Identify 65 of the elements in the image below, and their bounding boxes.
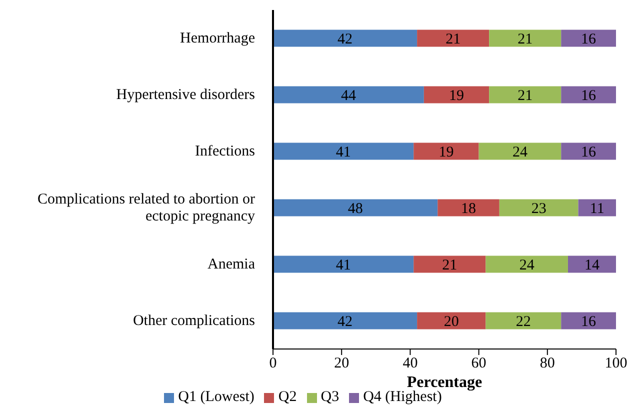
bar xyxy=(561,86,616,104)
y-tick-label: Anemia xyxy=(208,256,256,272)
bar xyxy=(561,312,616,330)
x-axis-title: Percentage xyxy=(406,374,482,391)
x-tick-label: 0 xyxy=(269,356,277,372)
data-label: 22 xyxy=(516,314,531,330)
data-label: 16 xyxy=(581,32,597,48)
bar xyxy=(478,142,562,160)
data-label: 16 xyxy=(581,314,597,330)
bar xyxy=(273,86,424,104)
data-label: 24 xyxy=(512,144,528,161)
bar xyxy=(499,199,578,216)
data-label: 18 xyxy=(461,201,476,218)
bar xyxy=(414,142,479,160)
bar xyxy=(489,86,562,104)
bar xyxy=(273,256,414,273)
data-label: 21 xyxy=(518,32,533,48)
data-label: 21 xyxy=(446,32,461,48)
data-label: 42 xyxy=(338,32,353,48)
data-label: 16 xyxy=(581,88,597,104)
y-tick-label: Hemorrhage xyxy=(180,30,256,46)
y-tick-label: Hypertensive disorders xyxy=(116,86,256,103)
bar xyxy=(273,142,414,160)
legend-label: Q2 xyxy=(278,389,297,405)
legend-label: Q4 (Highest) xyxy=(363,389,442,405)
data-label: 44 xyxy=(340,88,356,104)
y-tick-label: Complications related to abortion or ectopic pregnancy xyxy=(38,191,256,224)
data-label: 16 xyxy=(581,144,597,161)
legend-label: Q1 (Lowest) xyxy=(178,389,254,405)
bar xyxy=(273,199,438,216)
data-label: 41 xyxy=(336,144,351,161)
data-label: 21 xyxy=(518,88,533,104)
bar xyxy=(568,256,616,273)
bar xyxy=(273,312,418,330)
bar xyxy=(486,256,568,273)
bar xyxy=(424,86,490,104)
bar xyxy=(417,312,486,330)
bar xyxy=(486,312,562,330)
data-label: 41 xyxy=(336,258,351,274)
data-label: 11 xyxy=(590,201,604,218)
x-tick-label: 100 xyxy=(604,356,628,372)
bar xyxy=(489,30,562,47)
bar xyxy=(273,30,418,47)
x-tick-label: 40 xyxy=(402,356,418,372)
bar xyxy=(417,30,490,47)
bar xyxy=(438,199,500,216)
data-label: 48 xyxy=(348,201,363,218)
bar xyxy=(578,199,616,216)
bar xyxy=(561,30,616,47)
x-tick-label: 80 xyxy=(540,356,555,372)
y-tick-label: Other complications xyxy=(132,312,256,329)
data-label: 20 xyxy=(444,314,459,330)
bar xyxy=(561,142,616,160)
data-label: 21 xyxy=(442,258,458,274)
data-label: 19 xyxy=(438,144,454,161)
data-label: 24 xyxy=(519,258,535,274)
bar xyxy=(414,256,486,273)
data-label: 23 xyxy=(531,201,546,218)
data-label: 14 xyxy=(584,258,600,274)
data-label: 19 xyxy=(449,88,464,104)
legend-label: Q3 xyxy=(320,389,340,405)
y-tick-label: Infections xyxy=(195,143,256,160)
data-label: 42 xyxy=(338,314,353,330)
x-tick-label: 20 xyxy=(334,356,350,372)
x-tick-label: 60 xyxy=(471,356,486,372)
